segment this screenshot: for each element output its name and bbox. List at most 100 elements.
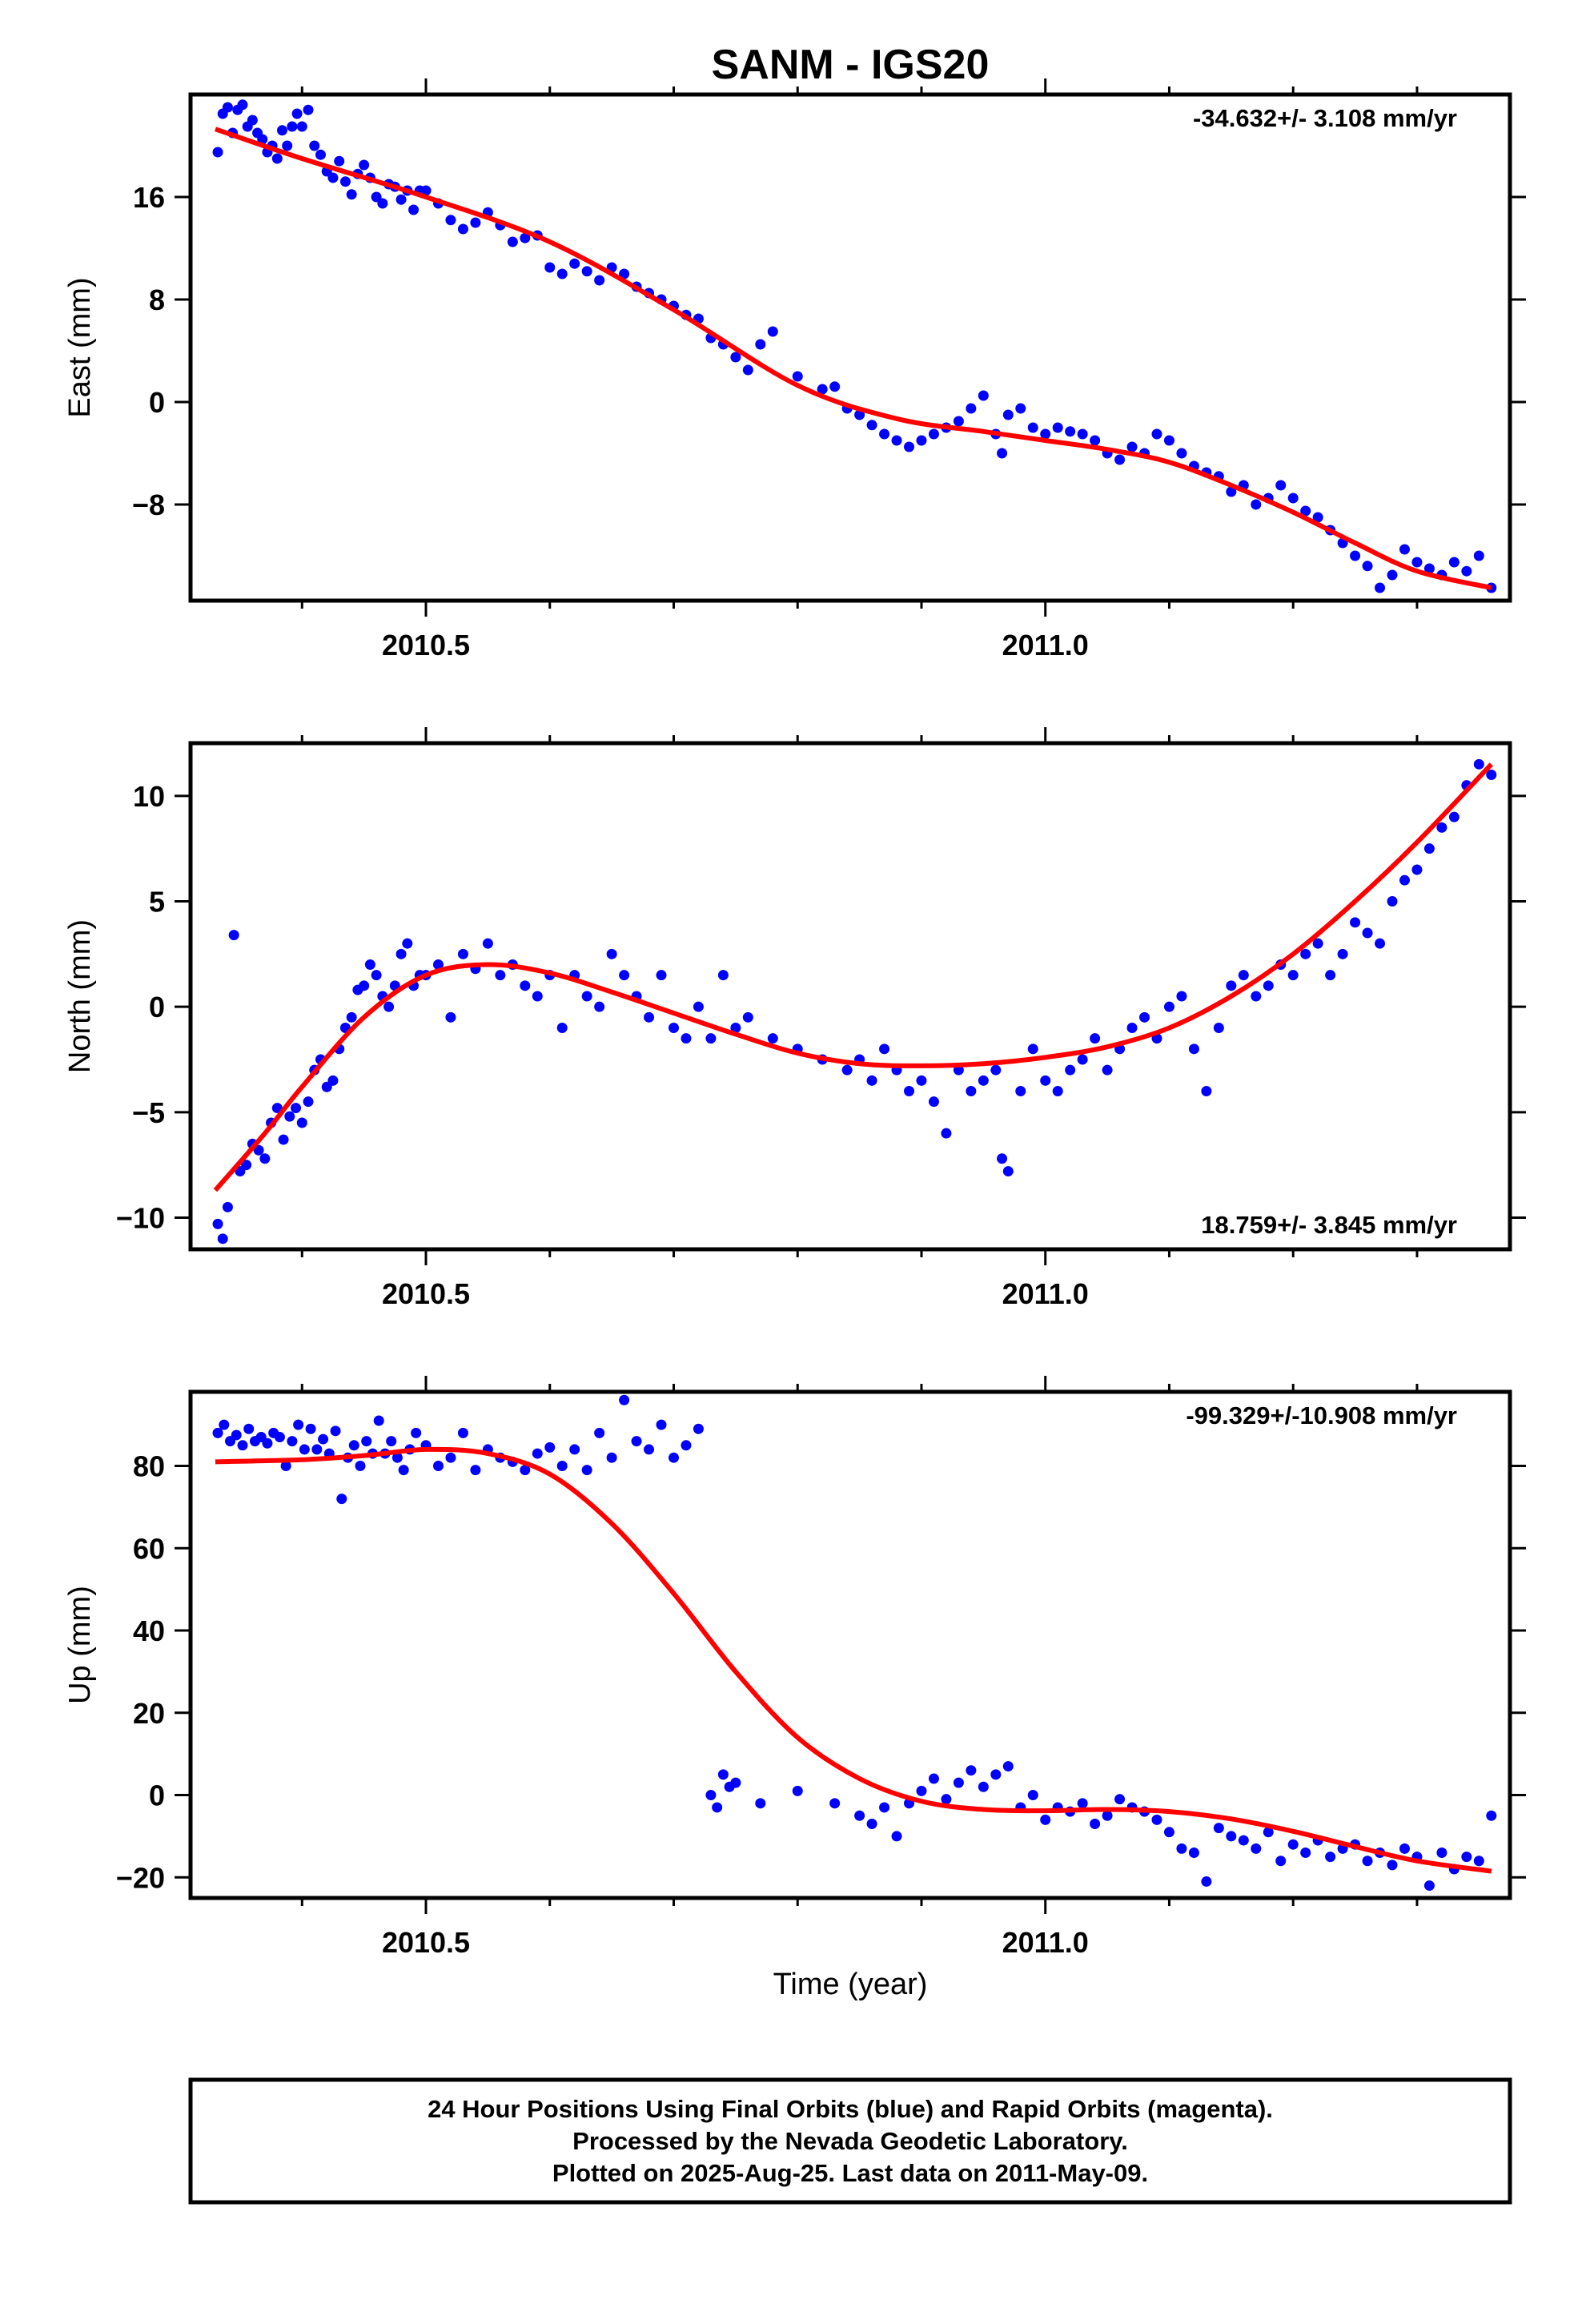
- caption-line-2: Processed by the Nevada Geodetic Laborat…: [572, 2127, 1128, 2155]
- east-data-point: [581, 266, 592, 277]
- north-data-point: [303, 1096, 314, 1108]
- east-data-point: [742, 364, 753, 376]
- east-xtick-label: 2010.5: [382, 629, 470, 661]
- north-data-point: [594, 1001, 605, 1012]
- up-points: [212, 1394, 1497, 1892]
- up-data-point: [594, 1427, 605, 1438]
- caption-line-3: Plotted on 2025-Aug-25. Last data on 201…: [552, 2159, 1148, 2187]
- east-data-point: [408, 204, 420, 215]
- east-data-point: [953, 416, 964, 427]
- east-data-point: [371, 191, 382, 203]
- east-rate-label: -34.632+/- 3.108 mm/yr: [1193, 104, 1457, 132]
- east-ytick-label: 8: [149, 283, 165, 316]
- up-ytick-label: −20: [116, 1861, 165, 1894]
- up-data-point: [287, 1436, 298, 1447]
- north-data-point: [222, 1201, 233, 1212]
- up-data-point: [619, 1394, 630, 1405]
- east-data-point: [1411, 557, 1423, 568]
- up-data-point: [879, 1802, 890, 1813]
- up-data-point: [1399, 1843, 1410, 1854]
- up-data-point: [990, 1769, 1002, 1780]
- north-data-point: [284, 1111, 295, 1122]
- up-rate-label: -99.329+/-10.908 mm/yr: [1186, 1401, 1457, 1429]
- north-data-point: [371, 970, 382, 981]
- panel-up: 2010.5 2011.0 80 60 40 20 0 −20 Up (mm) -99.329+/…: [63, 1376, 1526, 1959]
- north-data-point: [1399, 875, 1410, 886]
- north-frame: [188, 741, 1512, 1252]
- east-data-point: [891, 435, 902, 446]
- east-ytick-label: 16: [133, 181, 165, 214]
- north-data-point: [520, 980, 531, 991]
- caption-line-1: 24 Hour Positions Using Final Orbits (bl…: [428, 2095, 1273, 2123]
- east-data-point: [1027, 422, 1038, 433]
- north-data-point: [383, 1001, 395, 1012]
- north-data-point: [717, 970, 729, 981]
- north-data-point: [742, 1011, 753, 1023]
- up-ytick-label: 80: [133, 1449, 165, 1482]
- up-data-point: [1114, 1794, 1126, 1805]
- east-data-point: [1300, 505, 1311, 517]
- north-data-point: [581, 991, 592, 1002]
- east-data-point: [291, 108, 303, 119]
- panel-north: 2010.5 2011.0 10 5 0 −5 −10 North (mm) 18.759+/-…: [63, 727, 1526, 1310]
- up-data-point: [854, 1810, 865, 1821]
- north-ytick-label: −10: [116, 1202, 165, 1235]
- north-data-point: [1040, 1075, 1051, 1086]
- east-data-point: [396, 194, 407, 205]
- east-data-point: [1461, 565, 1472, 577]
- north-data-point: [396, 948, 407, 959]
- up-data-point: [299, 1444, 310, 1455]
- up-data-point: [1238, 1835, 1249, 1846]
- east-data-point: [296, 121, 307, 132]
- east-data-point: [1065, 426, 1076, 437]
- east-data-point: [222, 102, 233, 113]
- north-data-point: [1436, 822, 1447, 833]
- east-data-point: [792, 371, 803, 382]
- north-data-point: [1238, 970, 1249, 981]
- up-xtick-label: 2011.0: [1002, 1926, 1089, 1959]
- east-data-point: [854, 409, 865, 420]
- east-data-point: [1040, 428, 1051, 440]
- east-data-point: [247, 115, 258, 126]
- north-data-point: [997, 1153, 1008, 1164]
- up-data-point: [1213, 1823, 1224, 1834]
- up-ylabel: Up (mm): [63, 1586, 97, 1704]
- up-data-point: [398, 1465, 409, 1476]
- up-data-point: [1176, 1843, 1187, 1854]
- north-data-point: [841, 1064, 853, 1076]
- up-data-point: [237, 1440, 248, 1451]
- up-data-point: [231, 1429, 242, 1441]
- up-data-point: [262, 1437, 273, 1449]
- up-data-point: [219, 1419, 230, 1430]
- north-ytick-label: 0: [149, 991, 165, 1023]
- up-xtick-label: 2010.5: [382, 1926, 470, 1959]
- up-data-point: [792, 1785, 803, 1796]
- east-ytick-label: −8: [132, 489, 165, 521]
- up-frame: [188, 1389, 1512, 1900]
- east-data-point: [978, 390, 989, 401]
- up-data-point: [693, 1423, 704, 1434]
- east-data-point: [271, 153, 283, 164]
- north-data-point: [1486, 770, 1497, 780]
- east-data-point: [327, 172, 339, 183]
- east-data-point: [1226, 486, 1237, 497]
- up-data-point: [712, 1802, 723, 1813]
- up-data-point: [318, 1433, 329, 1445]
- north-data-point: [866, 1075, 877, 1086]
- up-data-point: [311, 1444, 323, 1455]
- north-data-point: [1226, 980, 1237, 991]
- east-data-point: [1052, 422, 1063, 433]
- up-data-point: [1040, 1814, 1051, 1825]
- north-data-point: [278, 1134, 289, 1145]
- up-data-point: [1263, 1827, 1274, 1838]
- north-data-point: [1052, 1086, 1063, 1096]
- east-data-point: [817, 384, 828, 395]
- up-data-point: [891, 1831, 902, 1842]
- north-data-point: [212, 1218, 223, 1229]
- east-data-point: [303, 104, 314, 115]
- east-data-point: [237, 99, 248, 111]
- east-data-point: [346, 189, 357, 200]
- caption-frame: [188, 2077, 1512, 2205]
- east-data-point: [966, 403, 977, 414]
- up-data-point: [656, 1419, 667, 1430]
